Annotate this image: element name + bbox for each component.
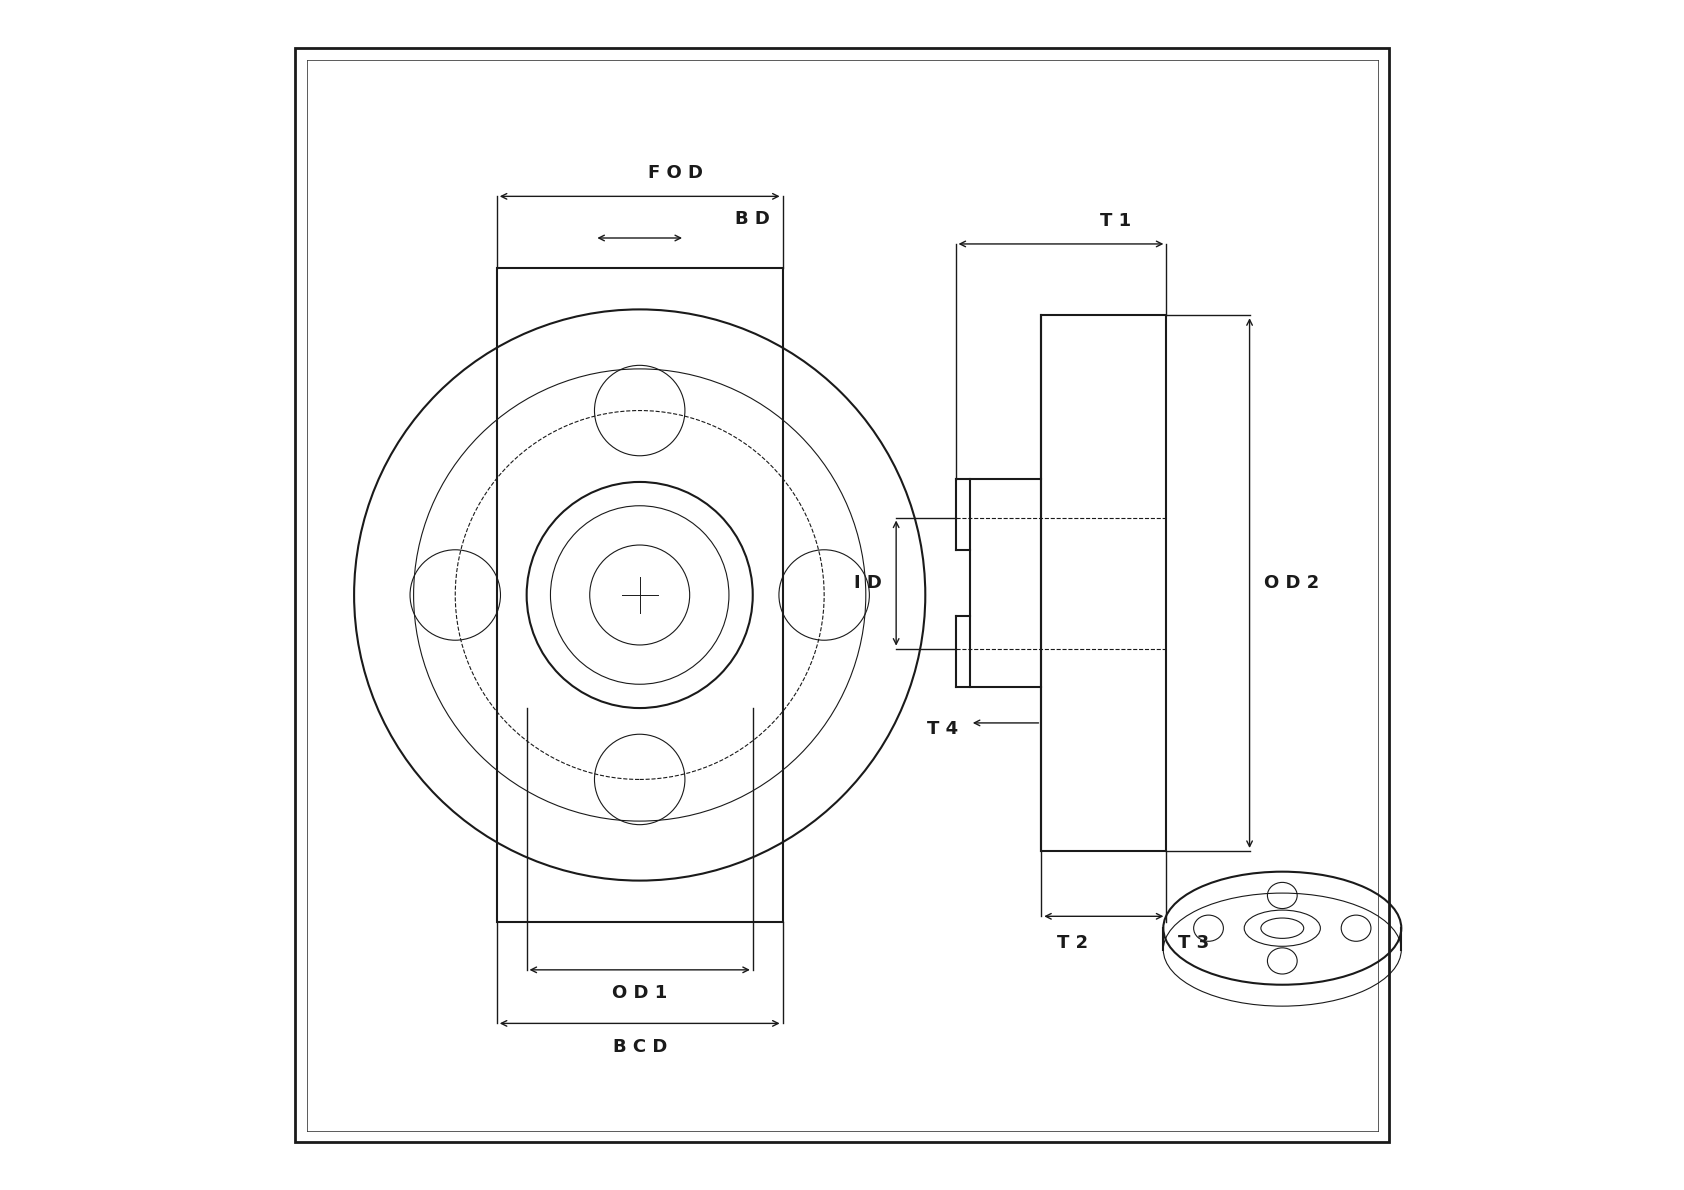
Text: B D: B D bbox=[734, 211, 770, 228]
Text: T 4: T 4 bbox=[926, 720, 958, 738]
Text: T 1: T 1 bbox=[1100, 212, 1132, 230]
Text: T 2: T 2 bbox=[1058, 934, 1088, 952]
Bar bbox=[497, 268, 783, 922]
Bar bbox=[970, 480, 1041, 688]
Text: B C D: B C D bbox=[613, 1038, 667, 1056]
Bar bbox=[1041, 315, 1167, 851]
Text: I D: I D bbox=[854, 574, 882, 593]
Text: F O D: F O D bbox=[648, 164, 702, 182]
Text: T 3: T 3 bbox=[1179, 934, 1209, 952]
Text: O D 1: O D 1 bbox=[611, 984, 667, 1002]
Text: O D 2: O D 2 bbox=[1265, 574, 1319, 593]
